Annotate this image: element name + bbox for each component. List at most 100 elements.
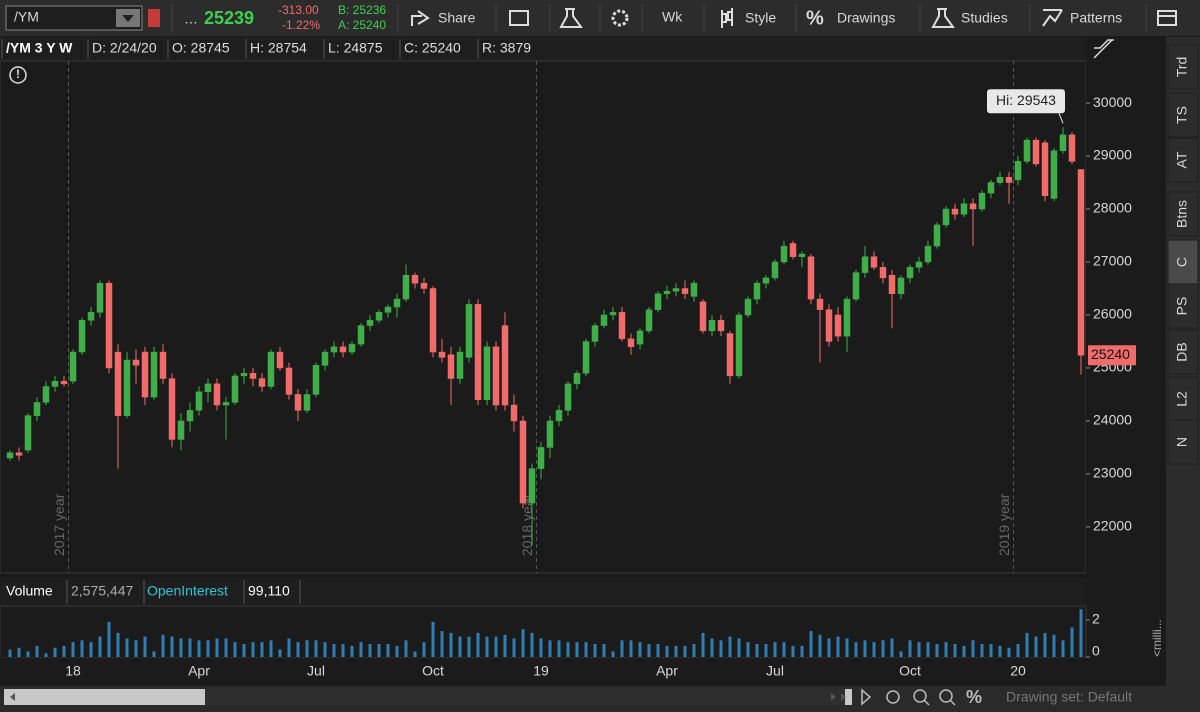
candle-body [816, 298, 824, 310]
candle-body [645, 309, 653, 332]
volume-bar [395, 645, 399, 657]
side-tab[interactable] [1167, 419, 1199, 465]
bid: B: 25236 [338, 3, 386, 17]
volume-bar [818, 634, 822, 657]
side-tab[interactable] [1167, 329, 1199, 375]
candle-body [1077, 169, 1085, 356]
candle-body [735, 314, 743, 377]
side-tab-label[interactable]: TS [1174, 106, 1190, 124]
volume-bar [809, 631, 813, 657]
side-tab-label[interactable]: AT [1174, 151, 1190, 168]
candle-body [465, 304, 473, 358]
candle-body [312, 365, 320, 395]
share-button[interactable]: Share [438, 10, 476, 26]
link-flag[interactable] [148, 9, 160, 27]
side-tab-label[interactable]: C [1174, 257, 1190, 267]
candle-body [708, 320, 716, 332]
candle-body [672, 288, 680, 292]
volume-bar [215, 638, 219, 657]
style-icon[interactable] [721, 8, 733, 28]
patterns-icon[interactable] [1042, 9, 1063, 27]
candle-body [798, 253, 806, 257]
volume-readout-bar [0, 578, 1086, 606]
volume-bar [692, 644, 696, 657]
drawing-set[interactable]: Drawing set: Default [1006, 689, 1132, 705]
volume-bar [710, 638, 714, 657]
side-tab-label[interactable]: DB [1174, 342, 1190, 361]
side-tab[interactable] [1167, 283, 1199, 329]
candle-body [402, 274, 410, 300]
side-tab-label[interactable]: N [1174, 437, 1190, 447]
side-tab[interactable] [1167, 191, 1199, 237]
volume-bar [890, 638, 894, 657]
snapshot-icon[interactable] [509, 10, 529, 26]
candle-body [681, 288, 689, 295]
candle-body [600, 314, 608, 326]
side-tab[interactable] [1167, 239, 1199, 285]
patterns-button[interactable]: Patterns [1070, 10, 1122, 26]
volume-bar [1034, 636, 1038, 657]
volume-bar [1052, 634, 1056, 657]
ellipsis[interactable]: … [184, 11, 198, 27]
percent-tool[interactable]: % [966, 687, 982, 707]
volume-bar [44, 653, 48, 657]
candle-body [807, 256, 815, 300]
readout: R: 3879 [482, 40, 531, 56]
studies-button[interactable]: Studies [961, 10, 1008, 26]
side-tab[interactable] [1167, 44, 1199, 90]
candle-body [447, 354, 455, 379]
scrollbar-thumb[interactable] [205, 689, 845, 705]
volume-bar [755, 644, 759, 657]
y-tick-label: 26000 [1093, 306, 1132, 322]
flask-icon[interactable] [559, 8, 583, 28]
side-tab-label[interactable]: Trd [1174, 57, 1190, 77]
volume-tick-label: 2 [1092, 611, 1100, 627]
candle-body [267, 351, 275, 387]
y-tick-label: 29000 [1093, 147, 1132, 163]
volume-bar [359, 642, 363, 657]
time-axis [0, 658, 1166, 686]
side-tab[interactable] [1167, 137, 1199, 183]
aggregation-button[interactable]: Wk [662, 9, 683, 25]
volume-bar [422, 642, 426, 657]
candle-body [186, 410, 194, 422]
settings-icon[interactable] [611, 9, 629, 27]
symbol[interactable]: /YM [14, 9, 39, 25]
candle-body [177, 420, 185, 440]
candle-body [510, 404, 518, 422]
volume-bar [458, 636, 462, 657]
candle-body [123, 359, 131, 416]
style-button[interactable]: Style [745, 10, 776, 26]
volume-bar [251, 642, 255, 657]
zoom-tools[interactable] [861, 688, 956, 706]
volume-bar [629, 640, 633, 657]
volume-bar [494, 636, 498, 657]
side-tab-label[interactable]: PS [1174, 297, 1190, 316]
candle-body [168, 378, 176, 440]
share-icon[interactable] [411, 10, 430, 26]
side-tab[interactable] [1167, 92, 1199, 138]
candle-body [429, 288, 437, 353]
axis-toggle[interactable] [1093, 39, 1114, 59]
candle-body [933, 224, 941, 247]
volume-bar [233, 642, 237, 657]
candle-body [393, 298, 401, 308]
side-tab-label[interactable]: L2 [1174, 391, 1190, 407]
layout-icon[interactable] [1157, 10, 1177, 26]
volume-bar [152, 651, 156, 657]
alert-icon[interactable] [9, 66, 27, 84]
studies-icon[interactable] [931, 8, 955, 28]
volume-tick-label: 0 [1092, 643, 1100, 659]
side-tab-label[interactable]: Btns [1174, 200, 1190, 228]
volume-bar [827, 638, 831, 657]
readout: O: 28745 [172, 40, 230, 56]
candle-body [852, 272, 860, 300]
drawings-icon[interactable]: % [806, 7, 824, 29]
candle-body [159, 351, 167, 379]
volume-bar [566, 642, 570, 657]
candle-body [456, 351, 464, 379]
drawings-button[interactable]: Drawings [837, 10, 895, 26]
candle-body [474, 304, 482, 400]
candle-body [537, 447, 545, 469]
year-label: 2017 year [51, 493, 67, 556]
